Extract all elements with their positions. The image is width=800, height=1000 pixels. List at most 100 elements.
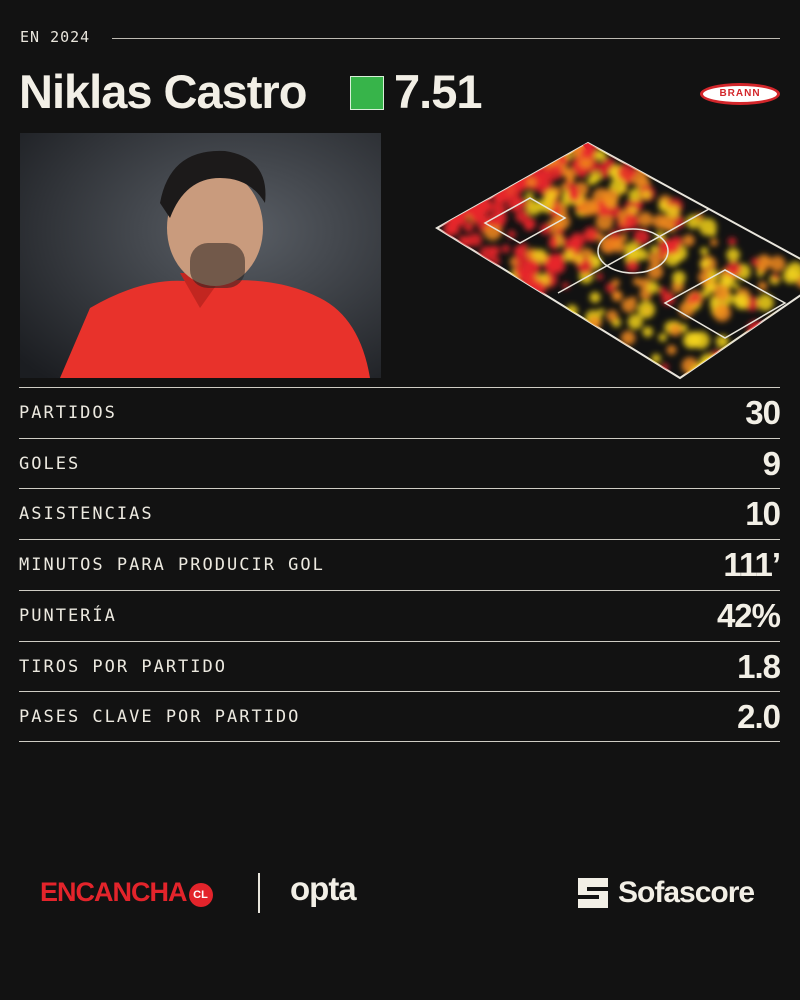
rule (112, 38, 780, 39)
heat-blob (724, 377, 738, 378)
heat-blob (611, 278, 620, 288)
stat-value: 2.0 (737, 698, 781, 736)
stat-row: MINUTOS PARA PRODUCIR GOL 111’ (19, 539, 781, 590)
heat-blob (577, 258, 593, 275)
heat-blob (599, 236, 617, 254)
heat-blob (742, 338, 749, 346)
heat-blob (763, 369, 775, 378)
heat-blob (457, 235, 467, 245)
provider-icon (578, 878, 608, 908)
heat-blob (611, 290, 623, 302)
heat-blob (550, 258, 566, 274)
heat-blob (587, 176, 597, 186)
stat-row: PUNTERÍA 42% (19, 589, 781, 641)
heat-blob (665, 204, 680, 219)
heat-blob (651, 353, 661, 364)
heat-blob (686, 331, 702, 347)
heat-blob (625, 259, 639, 273)
heat-blob (744, 381, 762, 383)
heat-blob (635, 248, 648, 261)
heat-blob (574, 255, 583, 263)
heat-blob (733, 293, 750, 310)
heat-blob (567, 183, 579, 195)
heat-blob (633, 228, 650, 246)
heat-blob (713, 284, 730, 301)
heat-blob (514, 244, 527, 257)
stat-label: PUNTERÍA (19, 605, 117, 626)
heat-blob (443, 224, 457, 238)
heat-blob (620, 330, 636, 346)
rule (19, 741, 780, 742)
brand: ENCANCHA (40, 877, 187, 907)
stat-value: 9 (762, 444, 781, 482)
heat-blob (468, 232, 483, 247)
heat-blob (727, 237, 737, 246)
heat-blob (690, 292, 701, 303)
stat-row: ASISTENCIAS 10 (19, 488, 781, 539)
heat-blob (532, 248, 548, 264)
heat-blob (630, 296, 637, 303)
player-photo (20, 133, 381, 378)
heat-blob (580, 146, 594, 160)
stat-value: 10 (745, 495, 781, 533)
heat-blob (690, 364, 708, 378)
heat-blob (596, 272, 603, 280)
heat-blob (788, 318, 800, 335)
stat-label: PASES CLAVE POR PARTIDO (19, 707, 301, 728)
heat-blob (463, 221, 474, 233)
heat-blob (650, 245, 658, 253)
brand-suffix: CL (188, 883, 213, 907)
heat-blob (641, 190, 652, 200)
rating-badge (350, 76, 384, 110)
heat-blob (490, 202, 500, 212)
stat-row: GOLES 9 (19, 437, 781, 489)
heat-blob (596, 232, 605, 241)
heat-blob (569, 237, 581, 249)
heat-blob (729, 374, 739, 378)
heat-blob (589, 291, 601, 303)
stat-label: ASISTENCIAS (19, 504, 154, 525)
heat-blob (617, 163, 636, 182)
heat-blob (536, 171, 553, 188)
heat-blob (628, 188, 643, 203)
stat-value: 1.8 (737, 647, 781, 685)
heat-blob (710, 238, 718, 247)
brand-logo: ENCANCHA CL (40, 877, 213, 908)
heat-blob (637, 300, 656, 319)
heat-blob (658, 333, 667, 342)
heat-blob (745, 332, 761, 348)
heat-blob (459, 207, 471, 218)
heat-blob (613, 237, 623, 248)
heat-blob (781, 332, 793, 344)
heat-blob (548, 238, 560, 250)
heat-blob (565, 304, 578, 317)
stat-row: TIROS POR PARTIDO 1.8 (19, 640, 781, 692)
heat-blob (719, 373, 730, 378)
heat-blob (772, 273, 779, 281)
heat-blob (642, 326, 654, 338)
heat-blob (623, 214, 640, 230)
heat-blob (646, 281, 659, 294)
heat-blob (669, 323, 682, 337)
heat-blob (566, 176, 575, 184)
divider (258, 873, 260, 913)
heat-blob (688, 368, 703, 378)
heat-blob (544, 190, 557, 203)
stat-value: 42% (716, 596, 781, 634)
stat-row: PASES CLAVE POR PARTIDO 2.0 (19, 691, 781, 742)
heat-blob (713, 303, 732, 322)
heat-blob (682, 234, 695, 247)
heat-blob (757, 263, 768, 273)
club-badge: BRANN (700, 83, 780, 105)
heat-blob (699, 353, 718, 372)
heat-blob (594, 151, 602, 160)
player-name: Niklas Castro (19, 65, 307, 118)
heat-blob (471, 206, 486, 220)
heat-blob (686, 297, 693, 304)
heat-blob (619, 233, 628, 242)
period: EN 2024 (20, 28, 91, 46)
heat-blob (601, 188, 620, 207)
heat-blob (661, 291, 676, 306)
heat-blob (647, 263, 664, 280)
heat-blob (756, 293, 774, 311)
